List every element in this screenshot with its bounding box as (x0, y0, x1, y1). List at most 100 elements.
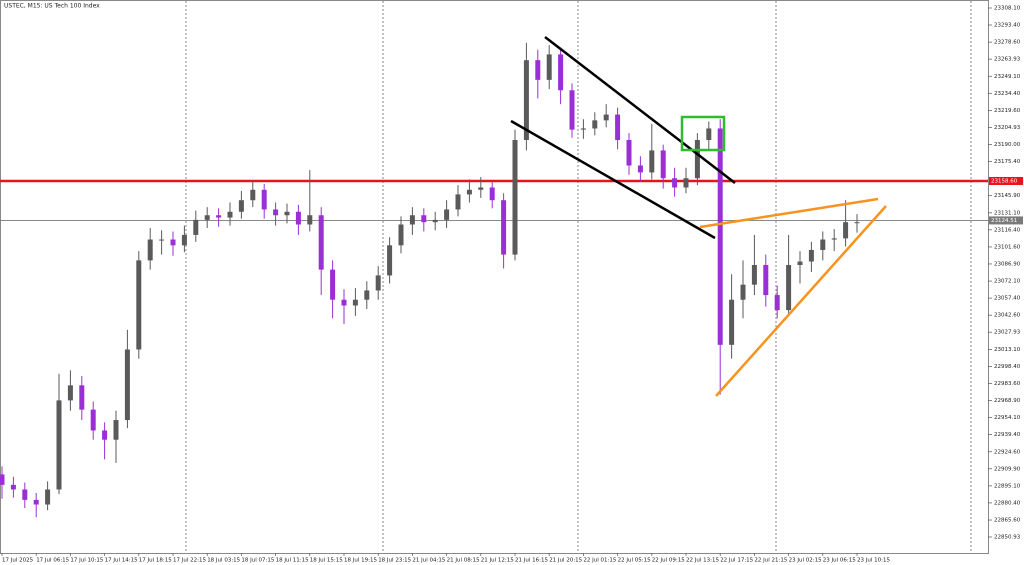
candle-body (706, 128, 712, 141)
candle-body (763, 264, 769, 296)
candle-body (261, 189, 267, 210)
x-tick-label: 17 Jul 06:15 (36, 558, 69, 564)
y-tick-label: 23308.10 (994, 6, 1021, 12)
candle-body (193, 219, 199, 235)
candle-body (147, 239, 153, 261)
price-level-label: 23158.60 (991, 178, 1018, 184)
candle-body (729, 299, 735, 345)
candle-body (181, 234, 187, 246)
candle-body (592, 120, 598, 129)
x-tick-label: 18 Jul 03:15 (207, 558, 240, 564)
candle-body (569, 90, 575, 130)
chart-title: USTEC, M15: US Tech 100 Index (4, 3, 100, 10)
x-tick-label: 18 Jul 07:15 (241, 558, 274, 564)
candle-body (455, 194, 461, 210)
annotations (510, 36, 887, 397)
trendline (699, 197, 879, 229)
candle-body (375, 275, 381, 291)
candle-body (660, 150, 666, 179)
candles (0, 42, 860, 518)
y-tick-label: 22998.40 (994, 364, 1021, 370)
y-tick-label: 23086.90 (994, 261, 1021, 267)
trendline (510, 119, 716, 240)
candle-body (421, 215, 427, 223)
y-tick-label: 22880.40 (994, 500, 1021, 506)
x-tick-label: 17 Jul 14:15 (105, 558, 138, 564)
candle-body (512, 140, 518, 255)
candle-body (637, 165, 643, 173)
candle-body (136, 260, 142, 350)
candle-body (204, 215, 210, 220)
candle-body (432, 219, 438, 223)
candle-body (10, 484, 16, 490)
y-tick-label: 22895.10 (994, 483, 1021, 489)
y-tick-label: 23190.00 (994, 142, 1021, 148)
candle-body (558, 54, 564, 91)
candle-body (615, 114, 621, 141)
candle-body (751, 264, 757, 285)
candle-body (717, 128, 723, 345)
candle-body (740, 284, 746, 300)
x-tick-label: 21 Jul 16:15 (515, 558, 548, 564)
x-tick-label: 21 Jul 20:15 (549, 558, 582, 564)
y-tick-label: 23072.10 (994, 279, 1021, 285)
y-tick-label: 23175.40 (994, 159, 1021, 165)
candle-body (546, 54, 552, 80)
x-tick-label: 22 Jul 13:15 (686, 558, 719, 564)
candle-body (284, 211, 290, 216)
candle-body (170, 239, 176, 246)
trendline (544, 36, 736, 184)
candle-body (56, 400, 62, 490)
candle-body (387, 245, 393, 276)
x-tick-label: 22 Jul 05:15 (618, 558, 651, 564)
y-tick-label: 23219.60 (994, 108, 1021, 114)
x-tick-label: 17 Jul 18:15 (139, 558, 172, 564)
y-tick-label: 23145.90 (994, 193, 1021, 199)
levels (0, 179, 988, 221)
x-tick-label: 22 Jul 01:15 (583, 558, 616, 564)
candle-body (797, 261, 803, 265)
x-tick-label: 21 Jul 08:15 (447, 558, 480, 564)
candle-body (774, 295, 780, 311)
x-tick-label: 22 Jul 21:15 (754, 558, 787, 564)
y-tick-label: 23042.60 (994, 313, 1021, 319)
y-tick-label: 23013.10 (994, 347, 1021, 353)
y-tick-label: 23116.40 (994, 227, 1021, 233)
candle-body (45, 489, 51, 505)
y-tick-label: 23234.40 (994, 91, 1021, 97)
x-tick-label: 21 Jul 12:15 (481, 558, 514, 564)
candle-body (535, 60, 541, 80)
candle-body (330, 269, 336, 300)
y-tick-label: 23204.93 (994, 125, 1021, 131)
x-tick-label: 18 Jul 15:15 (310, 558, 343, 564)
candle-body (227, 211, 233, 218)
x-tick-label: 17 Jul 2025 (2, 558, 34, 564)
candle-body (820, 239, 826, 250)
candle-body (22, 489, 28, 500)
x-tick-label: 22 Jul 17:15 (720, 558, 753, 564)
y-tick-label: 22865.60 (994, 518, 1021, 524)
candle-body (295, 211, 301, 225)
candle-body (649, 150, 655, 173)
candle-body (33, 499, 39, 505)
day-separators (185, 1, 972, 553)
y-tick-label: 23057.40 (994, 296, 1021, 302)
candle-body (478, 187, 484, 190)
candle-body (67, 385, 73, 401)
candle-body (466, 189, 472, 195)
y-tick-label: 22924.60 (994, 449, 1021, 455)
y-tick-label: 22850.93 (994, 535, 1021, 541)
candle-body (672, 178, 678, 188)
candle-body (808, 249, 814, 262)
y-tick-label: 23131.10 (994, 210, 1021, 216)
x-tick-label: 18 Jul 23:15 (378, 558, 411, 564)
x-tick-label: 22 Jul 09:15 (652, 558, 685, 564)
price-level-box (989, 216, 1023, 225)
x-tick-label: 18 Jul 11:15 (276, 558, 309, 564)
trendline (715, 205, 887, 397)
candle-body (444, 209, 450, 220)
candle-body (102, 430, 108, 440)
y-tick-label: 23278.60 (994, 40, 1021, 46)
y-tick-label: 23293.40 (994, 23, 1021, 29)
candle-body (683, 178, 689, 188)
